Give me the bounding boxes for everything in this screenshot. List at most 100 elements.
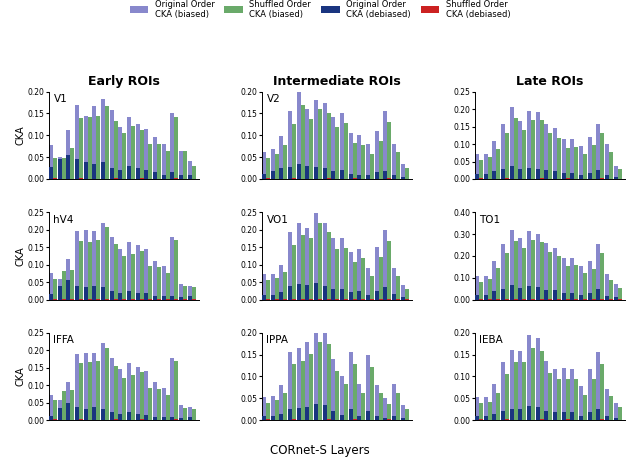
Bar xyxy=(609,280,613,300)
Bar xyxy=(53,400,57,420)
Bar xyxy=(340,170,344,179)
Bar xyxy=(349,292,353,300)
Bar xyxy=(392,416,396,420)
Bar xyxy=(136,124,140,179)
Bar xyxy=(596,170,600,179)
Bar xyxy=(75,407,79,420)
Bar xyxy=(349,174,353,179)
Bar xyxy=(536,338,540,420)
Bar xyxy=(501,363,505,420)
Bar xyxy=(509,107,514,179)
Legend: Original Order
CKA (biased), Shuffled Order
CKA (biased), Original Order
CKA (de: Original Order CKA (biased), Shuffled Or… xyxy=(126,0,514,22)
Bar xyxy=(314,213,318,300)
Bar xyxy=(140,372,144,420)
Bar xyxy=(618,169,621,179)
Bar xyxy=(174,240,179,300)
Bar xyxy=(522,130,527,179)
Bar xyxy=(97,116,100,179)
Bar xyxy=(600,364,604,420)
Bar xyxy=(266,419,270,420)
Bar xyxy=(305,109,309,179)
Bar xyxy=(118,249,122,300)
Bar xyxy=(596,409,600,420)
Bar xyxy=(522,247,527,300)
Bar xyxy=(396,276,400,300)
Bar xyxy=(284,272,287,300)
Bar xyxy=(340,113,344,179)
Bar xyxy=(357,135,362,179)
Bar xyxy=(174,361,179,420)
Bar xyxy=(153,173,157,179)
Bar xyxy=(383,287,387,300)
Bar xyxy=(497,268,500,300)
Bar xyxy=(140,178,144,179)
Bar xyxy=(288,409,292,420)
Bar xyxy=(544,411,548,420)
Bar xyxy=(387,178,392,179)
Bar xyxy=(591,379,596,420)
Bar xyxy=(179,151,183,179)
Bar xyxy=(536,234,540,300)
Bar xyxy=(544,170,548,179)
Bar xyxy=(326,178,331,179)
Bar xyxy=(357,416,362,420)
Bar xyxy=(314,167,318,179)
Bar xyxy=(314,101,318,179)
Bar xyxy=(544,243,548,300)
Bar xyxy=(318,341,322,420)
Bar xyxy=(292,246,296,300)
Bar xyxy=(92,285,97,300)
Bar xyxy=(396,152,400,179)
Bar xyxy=(279,385,284,420)
Bar xyxy=(309,354,314,420)
Bar xyxy=(475,397,479,420)
Bar xyxy=(305,166,309,179)
Bar xyxy=(318,109,322,179)
Bar xyxy=(548,133,552,179)
Bar xyxy=(531,348,535,420)
Bar xyxy=(518,238,522,300)
Bar xyxy=(301,235,305,300)
Bar xyxy=(392,268,396,300)
Bar xyxy=(161,266,166,300)
Bar xyxy=(605,274,609,300)
Bar xyxy=(109,237,114,300)
Bar xyxy=(288,167,292,179)
Bar xyxy=(370,276,374,300)
Bar xyxy=(553,412,557,420)
Bar xyxy=(401,297,404,300)
Bar xyxy=(531,120,535,179)
Bar xyxy=(140,251,144,300)
Bar xyxy=(266,299,270,300)
Bar xyxy=(401,177,404,179)
Bar xyxy=(492,384,497,420)
Bar xyxy=(544,124,548,179)
Bar xyxy=(349,252,353,300)
Bar xyxy=(501,410,505,420)
Bar xyxy=(153,382,157,420)
Bar xyxy=(67,403,70,420)
Bar xyxy=(75,285,79,300)
Text: IEBA: IEBA xyxy=(479,336,503,345)
Bar xyxy=(170,296,174,300)
Bar xyxy=(323,405,326,420)
Bar xyxy=(144,170,148,179)
Bar xyxy=(266,178,270,179)
Y-axis label: CKA: CKA xyxy=(15,246,25,266)
Bar xyxy=(340,415,344,420)
Bar xyxy=(144,371,148,420)
Bar xyxy=(127,242,131,300)
Bar xyxy=(501,244,505,300)
Bar xyxy=(188,161,191,179)
Bar xyxy=(183,151,187,179)
Bar xyxy=(353,143,356,179)
Bar xyxy=(591,145,596,179)
Bar xyxy=(309,119,314,179)
Bar xyxy=(292,419,296,420)
Bar xyxy=(309,238,314,300)
Bar xyxy=(562,292,566,300)
Bar xyxy=(122,256,126,300)
Bar xyxy=(157,389,161,420)
Bar xyxy=(326,344,331,420)
Bar xyxy=(527,111,531,179)
